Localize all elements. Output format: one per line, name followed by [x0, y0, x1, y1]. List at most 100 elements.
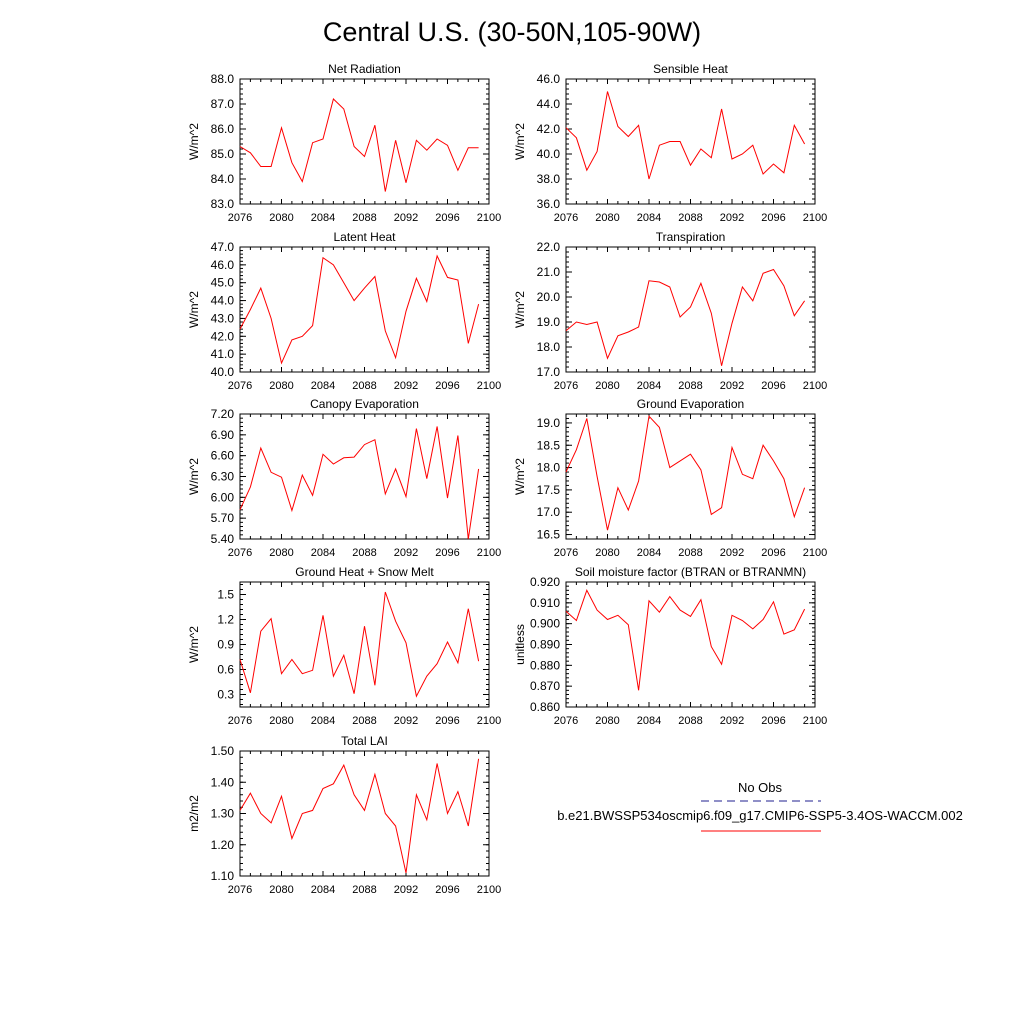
y-tick-label: 17.5	[537, 483, 561, 497]
x-tick-label: 2076	[228, 715, 252, 727]
x-tick-label: 2092	[720, 212, 744, 224]
y-axis-label: W/m^2	[187, 291, 201, 328]
x-tick-label: 2080	[269, 884, 293, 896]
panel-title: Latent Heat	[333, 230, 396, 244]
y-axis-label: W/m^2	[513, 291, 527, 328]
x-tick-label: 2076	[228, 380, 252, 392]
plot-frame	[565, 413, 816, 540]
x-tick-label: 2092	[720, 715, 744, 727]
x-tick-label: 2088	[678, 715, 702, 727]
y-tick-label: 1.50	[211, 744, 235, 758]
y-tick-label: 7.20	[211, 407, 235, 421]
y-tick-label: 1.5	[217, 588, 234, 602]
y-tick-label: 0.890	[530, 638, 560, 652]
y-tick-label: 6.60	[211, 449, 235, 463]
x-tick-label: 2096	[435, 212, 459, 224]
y-axis-label: W/m^2	[187, 123, 201, 160]
y-tick-label: 83.0	[211, 197, 235, 211]
y-tick-label: 45.0	[211, 276, 235, 290]
x-tick-label: 2096	[435, 547, 459, 559]
series-line	[565, 589, 806, 691]
y-axis-label: m2/m2	[187, 795, 201, 832]
x-tick-label: 2100	[803, 715, 827, 727]
panel-canopy-evaporation: Canopy Evaporation W/m^2 2076 2080 2084 2088 2…	[187, 397, 501, 559]
x-tick-label: 2076	[554, 212, 578, 224]
y-axis-label: W/m^2	[187, 458, 201, 495]
panel-latent-heat: Latent Heat W/m^2 2076 2080 2084 2088 2092 2096…	[187, 230, 501, 392]
panel-total-lai: Total LAI m2/m2 2076 2080 2084 2088 2092 2096 21…	[187, 734, 501, 896]
y-axis-label: unitless	[513, 624, 527, 665]
y-tick-label: 1.40	[211, 775, 235, 789]
y-axis-label: W/m^2	[513, 123, 527, 160]
plot-frame	[565, 581, 816, 708]
plot-frame	[239, 413, 490, 540]
x-tick-label: 2084	[311, 884, 335, 896]
y-tick-label: 22.0	[537, 240, 561, 254]
y-tick-label: 20.0	[537, 290, 561, 304]
y-axis-label: W/m^2	[187, 626, 201, 663]
y-tick-label: 21.0	[537, 265, 561, 279]
x-tick-label: 2080	[269, 212, 293, 224]
y-tick-label: 41.0	[211, 347, 235, 361]
series-line	[565, 91, 806, 180]
panel-ground-heat-snow-melt: Ground Heat + Snow Melt W/m^2 2076 2080 2084…	[187, 565, 501, 727]
y-tick-label: 86.0	[211, 122, 235, 136]
y-tick-label: 0.860	[530, 700, 560, 714]
x-tick-label: 2084	[637, 715, 661, 727]
y-tick-label: 0.3	[217, 688, 234, 702]
x-tick-label: 2092	[394, 380, 418, 392]
series-line	[565, 268, 806, 366]
y-tick-label: 87.0	[211, 97, 235, 111]
panel-soil-moisture-factor-btran-or-btranmn: Soil moisture factor (BTRAN or BTRANMN) u…	[513, 565, 827, 727]
x-tick-label: 2096	[761, 715, 785, 727]
x-tick-label: 2080	[269, 715, 293, 727]
x-tick-label: 2076	[554, 715, 578, 727]
x-tick-label: 2080	[595, 212, 619, 224]
y-tick-label: 0.880	[530, 658, 560, 672]
panel-title: Soil moisture factor (BTRAN or BTRANMN)	[575, 565, 806, 579]
series-line	[565, 415, 806, 531]
plot-frame	[239, 581, 490, 708]
y-tick-label: 40.0	[537, 147, 561, 161]
y-tick-label: 5.70	[211, 511, 235, 525]
y-tick-label: 17.0	[537, 365, 561, 379]
y-tick-label: 43.0	[211, 311, 235, 325]
x-tick-label: 2100	[477, 884, 501, 896]
x-tick-label: 2100	[477, 380, 501, 392]
series-line	[239, 591, 480, 698]
x-tick-label: 2092	[720, 547, 744, 559]
x-tick-label: 2096	[761, 547, 785, 559]
legend-model-label: b.e21.BWSSP534oscmip6.f09_g17.CMIP6-SSP5…	[557, 808, 963, 823]
figure-title: Central U.S. (30-50N,105-90W)	[323, 17, 701, 47]
plot-frame	[565, 78, 816, 205]
x-tick-label: 2080	[269, 547, 293, 559]
x-tick-label: 2076	[228, 884, 252, 896]
x-tick-label: 2100	[477, 715, 501, 727]
x-tick-label: 2084	[311, 212, 335, 224]
x-tick-label: 2092	[394, 212, 418, 224]
x-tick-label: 2088	[352, 547, 376, 559]
x-tick-label: 2100	[477, 212, 501, 224]
x-tick-label: 2080	[269, 380, 293, 392]
x-tick-label: 2092	[394, 715, 418, 727]
y-tick-label: 18.5	[537, 438, 561, 452]
x-tick-label: 2096	[435, 380, 459, 392]
x-tick-label: 2084	[311, 547, 335, 559]
x-tick-label: 2088	[352, 715, 376, 727]
y-tick-label: 0.900	[530, 617, 560, 631]
x-tick-label: 2088	[678, 212, 702, 224]
y-tick-label: 0.9	[217, 638, 234, 652]
series-line	[239, 426, 480, 540]
y-tick-label: 47.0	[211, 240, 235, 254]
x-tick-label: 2076	[554, 380, 578, 392]
y-tick-label: 40.0	[211, 365, 235, 379]
y-tick-label: 16.5	[537, 528, 561, 542]
y-tick-label: 0.6	[217, 663, 234, 677]
panel-title: Sensible Heat	[653, 62, 728, 76]
y-tick-label: 42.0	[537, 122, 561, 136]
x-tick-label: 2080	[595, 715, 619, 727]
y-tick-label: 85.0	[211, 147, 235, 161]
panel-title: Ground Evaporation	[637, 397, 744, 411]
panel-title: Canopy Evaporation	[310, 397, 419, 411]
